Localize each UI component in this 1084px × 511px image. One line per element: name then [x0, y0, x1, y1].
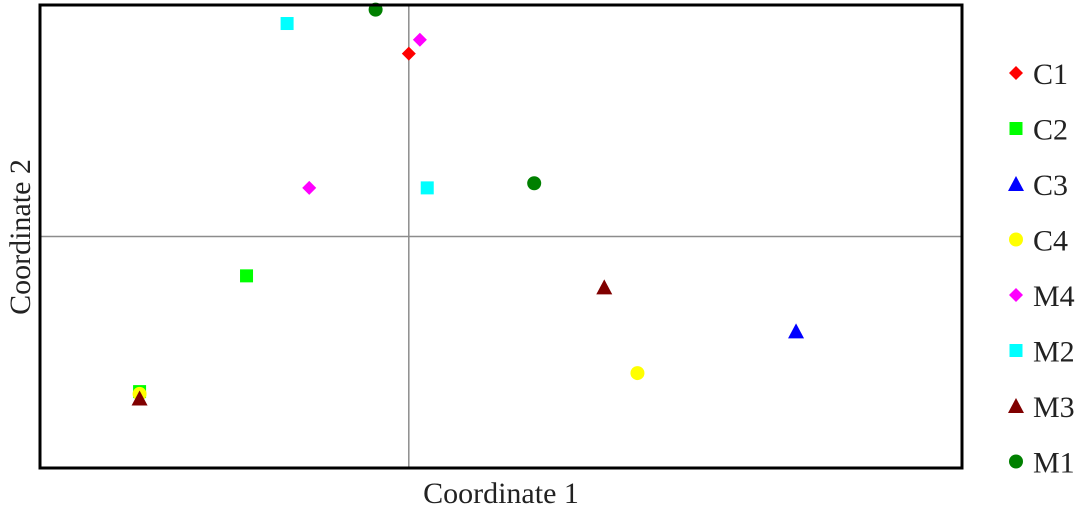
legend-label-c2: C2 [1033, 114, 1068, 147]
legend-label-c3: C3 [1033, 169, 1068, 202]
x-axis-title: Coordinate 1 [423, 477, 579, 510]
point-m4-2 [302, 180, 317, 195]
legend-marker-c4 [1009, 232, 1023, 247]
point-m4-1 [412, 32, 427, 47]
legend-marker-c2 [1009, 122, 1023, 135]
point-m2-2 [420, 181, 434, 195]
point-m1-2 [527, 176, 542, 191]
legend-marker-m1 [1009, 454, 1023, 469]
legend-label-m3: M3 [1033, 391, 1075, 424]
point-c4-1 [630, 366, 645, 381]
point-m3-1 [596, 279, 613, 295]
legend-label-m4: M4 [1033, 280, 1075, 313]
legend-marker-m3 [1008, 398, 1024, 413]
point-c3-1 [788, 323, 805, 339]
point-m2-1 [280, 17, 294, 31]
point-c2-1 [240, 269, 254, 283]
legend-marker-c1 [1009, 66, 1023, 80]
legend-label-c1: C1 [1033, 58, 1068, 91]
legend-marker-m2 [1009, 344, 1023, 357]
legend-marker-c3 [1008, 176, 1024, 191]
legend-label-m2: M2 [1033, 336, 1075, 369]
point-c1-1 [401, 46, 416, 61]
y-axis-title: Coordinate 2 [4, 159, 37, 315]
plot-frame [38, 3, 964, 470]
legend-label-c4: C4 [1033, 225, 1068, 258]
point-m3-2 [131, 390, 148, 406]
legend: C1 C2 C3 C4 M4 M2 M3 M1 [1008, 58, 1075, 480]
legend-label-m1: M1 [1033, 447, 1075, 480]
legend-marker-m4 [1009, 288, 1023, 302]
